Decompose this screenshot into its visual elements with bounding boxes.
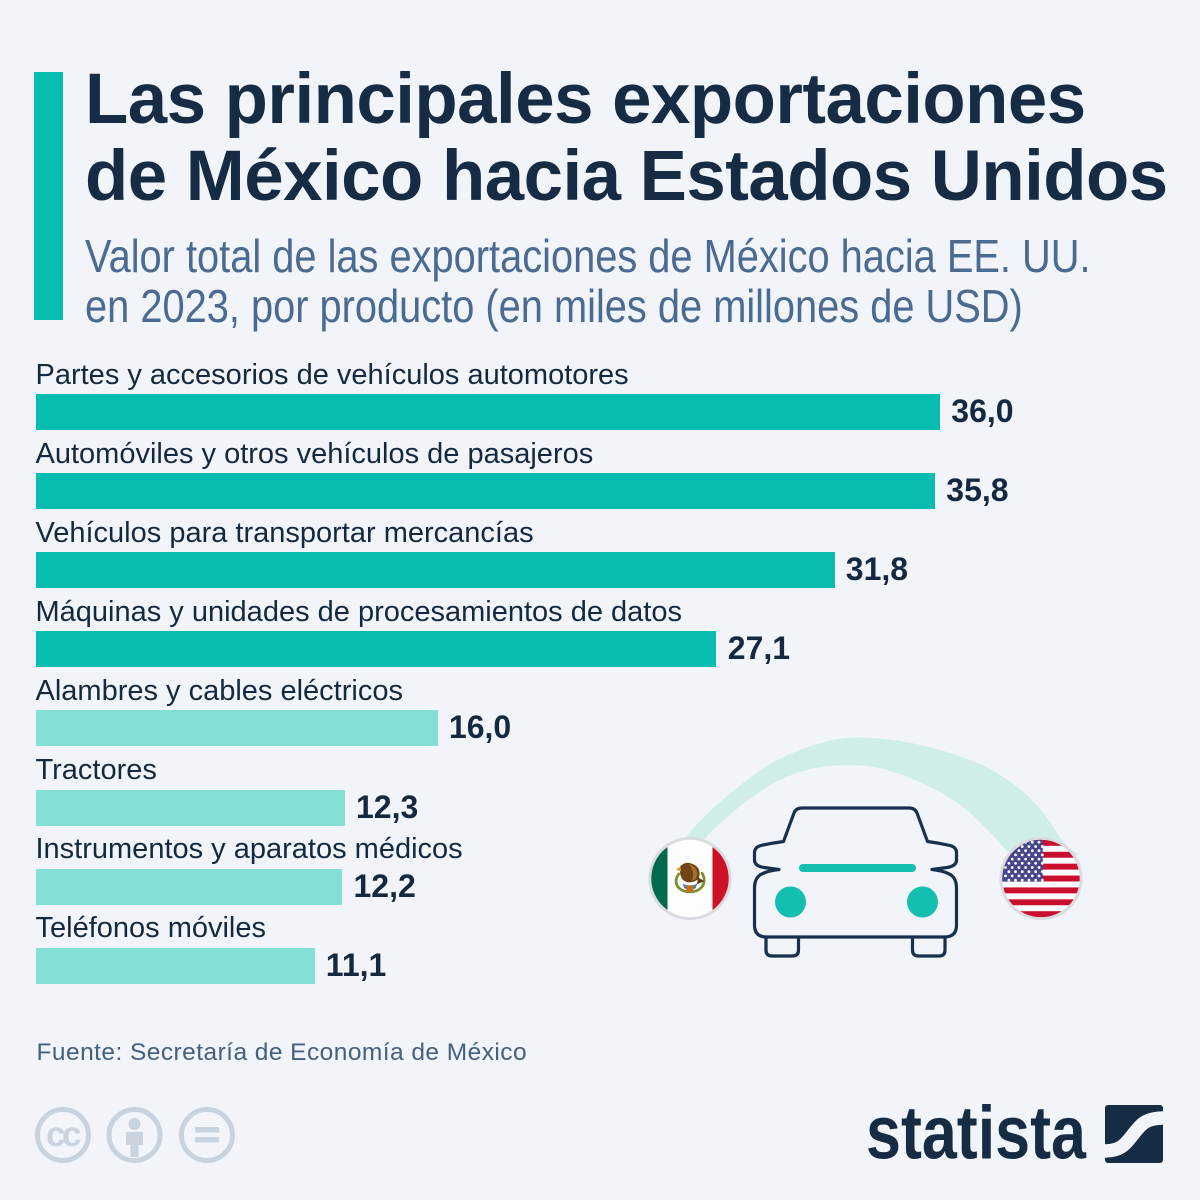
svg-text:statista: statista bbox=[866, 1095, 1087, 1170]
svg-text:cc: cc bbox=[46, 1115, 81, 1154]
